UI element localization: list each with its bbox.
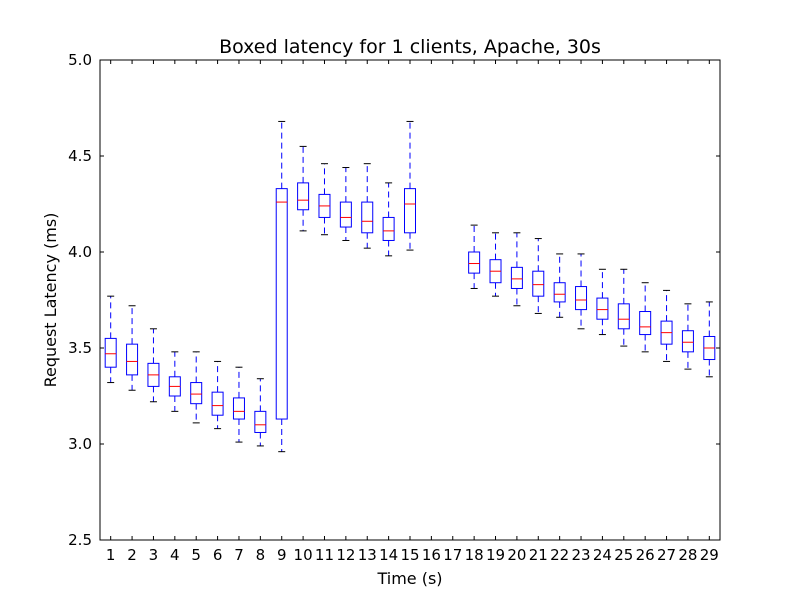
x-tick-label: 8 <box>256 546 266 564</box>
x-tick-label: 26 <box>636 546 655 564</box>
iqr-box <box>382 216 395 241</box>
box-20 <box>510 232 523 307</box>
x-tick-label: 17 <box>443 546 462 564</box>
box-28 <box>681 303 694 370</box>
box-11 <box>318 163 331 236</box>
y-tick-label: 2.5 <box>68 531 92 549</box>
iqr-box <box>190 382 203 405</box>
iqr-box <box>681 330 694 353</box>
box-2 <box>126 305 139 391</box>
iqr-box <box>596 297 609 320</box>
box-5 <box>190 351 203 424</box>
iqr-box <box>211 391 224 416</box>
x-tick-label: 5 <box>191 546 201 564</box>
x-tick-label: 11 <box>315 546 334 564</box>
box-21 <box>532 238 545 314</box>
x-tick-label: 1 <box>106 546 116 564</box>
box-14 <box>382 182 395 257</box>
iqr-box <box>532 270 545 297</box>
box-7 <box>232 366 245 443</box>
box-9 <box>275 120 288 453</box>
box-4 <box>168 351 181 412</box>
box-25 <box>617 268 630 347</box>
x-tick-label: 20 <box>507 546 526 564</box>
x-tick-label: 22 <box>550 546 569 564</box>
box-22 <box>553 253 566 318</box>
box-23 <box>575 253 588 330</box>
iqr-box <box>468 251 481 274</box>
iqr-box <box>232 397 245 420</box>
x-tick-label: 13 <box>358 546 377 564</box>
iqr-box <box>617 303 630 330</box>
box-26 <box>639 282 652 353</box>
x-tick-label: 19 <box>486 546 505 564</box>
iqr-box <box>361 201 374 234</box>
box-18 <box>468 224 481 289</box>
box-3 <box>147 328 160 403</box>
box-1 <box>104 295 117 384</box>
iqr-box <box>104 337 117 368</box>
iqr-box <box>510 266 523 289</box>
y-tick-label: 5.0 <box>68 51 92 69</box>
x-tick-label: 25 <box>614 546 633 564</box>
x-tick-label: 12 <box>336 546 355 564</box>
iqr-box <box>404 188 416 234</box>
box-29 <box>703 301 716 378</box>
iqr-box <box>553 282 566 303</box>
x-tick-label: 14 <box>379 546 398 564</box>
box-13 <box>361 163 374 249</box>
x-tick-label: 10 <box>294 546 313 564</box>
box-15 <box>404 120 416 251</box>
box-19 <box>489 232 502 297</box>
y-axis-label: Request Latency (ms) <box>41 213 60 388</box>
chart-title: Boxed latency for 1 clients, Apache, 30s <box>219 36 601 58</box>
box-10 <box>297 145 310 232</box>
x-tick-label: 9 <box>277 546 287 564</box>
box-24 <box>596 268 609 336</box>
x-tick-label: 23 <box>571 546 590 564</box>
x-tick-label: 29 <box>700 546 719 564</box>
iqr-box <box>254 410 267 433</box>
iqr-box <box>126 343 139 376</box>
x-tick-label: 24 <box>593 546 612 564</box>
box-27 <box>660 289 673 362</box>
x-tick-label: 3 <box>149 546 159 564</box>
x-tick-label: 28 <box>678 546 697 564</box>
boxes-layer <box>104 120 716 453</box>
y-tick-label: 3.0 <box>68 435 92 453</box>
y-tick-label: 4.5 <box>68 147 92 165</box>
iqr-box <box>297 182 310 211</box>
x-tick-label: 27 <box>657 546 676 564</box>
x-tick-label: 15 <box>400 546 419 564</box>
x-tick-label: 21 <box>529 546 548 564</box>
x-tick-label: 7 <box>234 546 244 564</box>
y-tick-label: 3.5 <box>68 339 92 357</box>
box-12 <box>339 167 352 241</box>
y-tick-label: 4.0 <box>68 243 92 261</box>
x-tick-label: 18 <box>465 546 484 564</box>
iqr-box <box>639 311 652 336</box>
box-6 <box>211 360 224 430</box>
x-axis-label: Time (s) <box>376 569 442 588</box>
x-tick-label: 4 <box>170 546 180 564</box>
box-8 <box>254 378 267 447</box>
iqr-box <box>575 286 588 311</box>
iqr-box <box>339 201 352 228</box>
iqr-box <box>275 188 288 420</box>
x-tick-label: 6 <box>213 546 223 564</box>
x-tick-label: 2 <box>127 546 137 564</box>
ticks-layer: 2.53.03.54.04.55.01 2 3 4 5 6 7 8 9 10 11 12 13 14 15 1… <box>68 51 720 564</box>
plot-frame <box>99 59 721 541</box>
x-tick-label: 16 <box>422 546 441 564</box>
